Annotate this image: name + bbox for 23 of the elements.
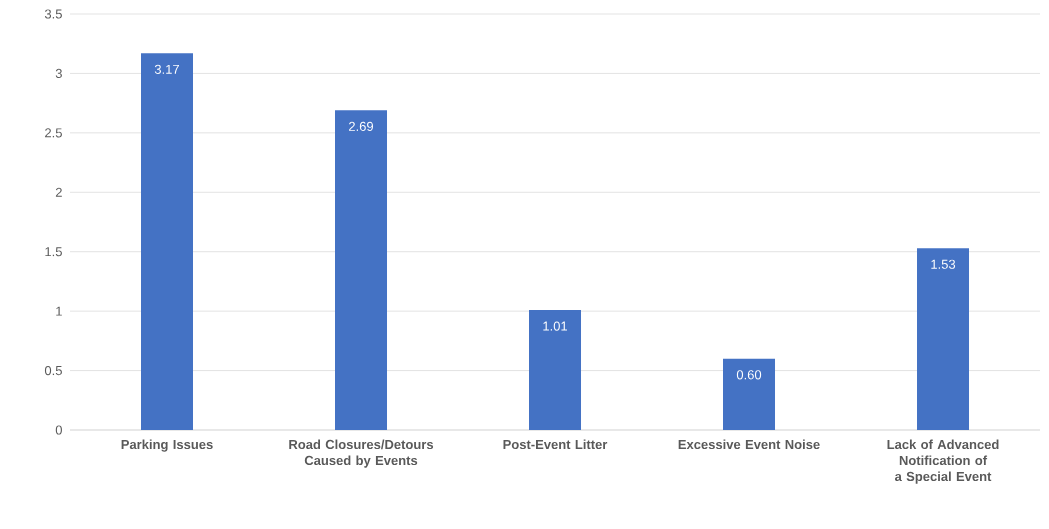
data-label: 3.17 — [154, 64, 179, 74]
y-tick-label: 3.5 — [44, 9, 62, 19]
y-tick-label: 0 — [55, 425, 62, 435]
x-tick-label: Parking Issues — [121, 439, 213, 452]
bar — [335, 110, 387, 430]
x-tick-label: Post-Event Litter — [503, 439, 608, 450]
data-label: 0.60 — [736, 370, 762, 380]
y-tick-label: 2 — [55, 187, 62, 197]
bar — [529, 309, 581, 430]
bar — [723, 358, 775, 430]
x-tick-label: Excessive Event Noise — [678, 439, 820, 450]
bar — [917, 248, 970, 430]
data-label: 1.53 — [931, 259, 956, 269]
bar — [141, 53, 193, 430]
x-tick-label: Lack of Advanced Notification of a Special Event — [887, 439, 999, 484]
data-label: 1.01 — [543, 321, 568, 331]
data-label: 2.69 — [349, 121, 374, 131]
y-tick-label: 1 — [56, 306, 62, 316]
x-tick-label: Road Closures/Detours Caused by Events — [289, 439, 434, 468]
y-tick-label: 3 — [55, 68, 62, 79]
y-tick-label: 2.5 — [45, 128, 62, 138]
y-tick-label: 0.5 — [44, 365, 62, 376]
y-tick-label: 1.5 — [45, 247, 62, 257]
